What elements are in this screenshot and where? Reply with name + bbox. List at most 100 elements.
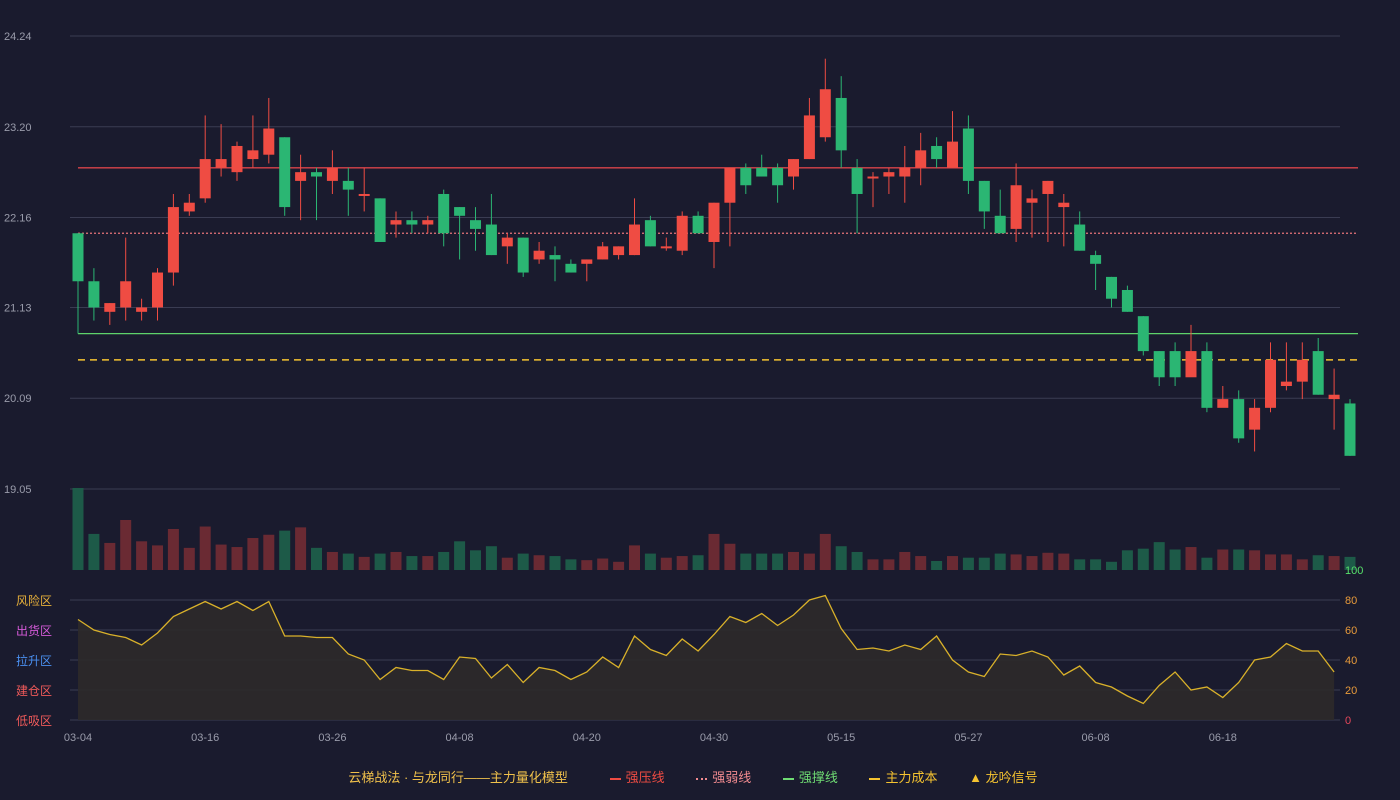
candle-body [994,215,1006,234]
cost-swatch-icon [869,777,881,780]
x-tick-label: 04-20 [573,732,601,744]
candle-body [1233,399,1245,439]
x-tick-label: 04-30 [700,732,728,744]
candle-body [676,215,688,251]
support-swatch-icon [782,777,794,780]
candle-body [1058,202,1070,208]
candle-body [1169,351,1181,378]
x-tick-label: 03-04 [64,732,92,744]
legend-weak[interactable]: 强弱线 [696,770,751,785]
volume-bar [899,551,911,570]
candle-body [501,237,513,247]
candle-body [851,167,863,194]
volume-bar [263,534,275,570]
volume-bar [676,556,688,570]
volume-bar [660,557,672,570]
legend-cost[interactable]: 主力成本 [869,770,938,785]
candle-body [231,145,243,173]
candle-body [915,150,927,168]
x-tick-label: 05-15 [827,732,855,744]
candle-body [199,159,211,199]
osc-zone-label: 拉升区 [16,653,52,668]
candle-body [517,237,529,273]
volume-bar [1042,552,1054,570]
candle-body [1312,351,1324,395]
volume-bar [72,488,84,570]
osc-tick-label: 80 [1345,595,1357,607]
volume-bar [962,557,974,570]
volume-bar [231,547,243,570]
volume-bar [597,558,609,570]
volume-bar [485,546,497,570]
candle-body [835,97,847,151]
x-tick-label: 05-27 [954,732,982,744]
candle-body [788,159,799,177]
candle-body [708,202,720,242]
candle-body [899,167,911,177]
candle-body [1280,381,1292,387]
oscillator-area [78,595,1335,720]
volume-bar [374,553,386,570]
volume-bar [295,527,307,570]
candle-body [406,220,418,225]
legend-signal[interactable]: ▲ 龙吟信号 [969,770,1038,785]
volume-bar [501,557,513,570]
candle-body [1201,351,1213,408]
candle-body [1153,351,1165,378]
candle-body [1137,316,1149,352]
candle-body [1106,276,1117,299]
volume-bar [342,553,354,570]
price-tick-label: 24.24 [4,31,32,43]
volume-bar [406,556,418,570]
price-tick-label: 21.13 [4,302,32,314]
candle-body [390,220,402,225]
legend-resistance[interactable]: 强压线 [609,770,665,785]
volume-bar [438,551,450,570]
candle-body [772,167,784,186]
resistance-swatch-icon [609,777,621,780]
price-tick-label: 23.20 [4,122,32,134]
volume-bar [533,555,545,570]
candle-body [342,180,354,190]
volume-bar [1090,559,1102,570]
volume-bar [1201,557,1213,570]
x-tick-label: 06-18 [1209,732,1237,744]
candle-body [72,233,84,282]
candle-body [597,246,609,260]
candle-body [724,167,736,203]
candle-body [756,167,768,177]
volume-bar [549,556,561,570]
volume-bar [1344,556,1356,570]
volume-bar [581,560,593,570]
legend-support[interactable]: 强撑线 [782,770,838,785]
candle-body [454,207,466,216]
volume-bar [390,551,402,570]
volume-bar [167,529,179,570]
x-tick-label: 06-08 [1082,732,1110,744]
volume-bar [358,556,370,570]
volume-bar [247,538,259,570]
volume-bar [724,543,736,570]
volume-bar [613,561,625,570]
candle-body [374,198,386,242]
volume-bar [1026,556,1038,570]
volume-bar [947,556,958,570]
oscillator-line [77,594,1335,705]
candle-body [819,89,831,138]
volume-bar [883,559,895,570]
volume-bar [311,547,322,570]
volume-bar [629,545,640,570]
candle-body [883,172,895,177]
volume-bar [1265,554,1276,570]
volume-bar [692,555,704,570]
candle-body [358,193,370,196]
candle-body [438,193,450,234]
x-tick-label: 04-08 [446,732,474,744]
volume-bar [803,553,815,570]
candle-body [1328,394,1340,400]
volume-bar [851,551,863,570]
candle-body [931,145,943,160]
volume-bar [1312,555,1324,570]
candle-body [136,307,148,312]
